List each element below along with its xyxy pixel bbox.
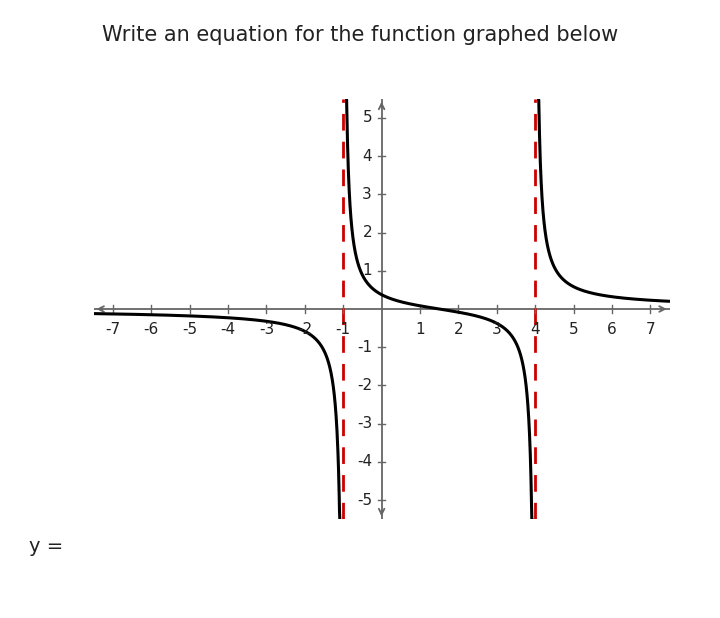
Text: 5: 5 xyxy=(569,323,578,337)
Text: -5: -5 xyxy=(357,493,372,507)
Text: 3: 3 xyxy=(362,187,372,202)
Text: -4: -4 xyxy=(220,323,235,337)
Text: 4: 4 xyxy=(362,149,372,164)
Text: -2: -2 xyxy=(297,323,312,337)
Text: 3: 3 xyxy=(492,323,502,337)
Text: -6: -6 xyxy=(143,323,159,337)
Text: y =: y = xyxy=(29,538,63,556)
Text: 1: 1 xyxy=(415,323,425,337)
Text: -1: -1 xyxy=(357,340,372,355)
Text: Write an equation for the function graphed below: Write an equation for the function graph… xyxy=(102,25,618,44)
Text: -5: -5 xyxy=(182,323,197,337)
FancyBboxPatch shape xyxy=(0,551,720,602)
Text: -3: -3 xyxy=(258,323,274,337)
Text: -7: -7 xyxy=(105,323,120,337)
Text: -2: -2 xyxy=(357,378,372,393)
Text: 7: 7 xyxy=(646,323,655,337)
Text: 2: 2 xyxy=(362,225,372,240)
Text: -3: -3 xyxy=(356,416,372,431)
Text: -4: -4 xyxy=(357,454,372,469)
Text: 6: 6 xyxy=(607,323,617,337)
Text: -1: -1 xyxy=(336,323,351,337)
Text: 1: 1 xyxy=(362,263,372,278)
Text: 5: 5 xyxy=(362,111,372,125)
Text: 4: 4 xyxy=(531,323,540,337)
Text: 2: 2 xyxy=(454,323,463,337)
